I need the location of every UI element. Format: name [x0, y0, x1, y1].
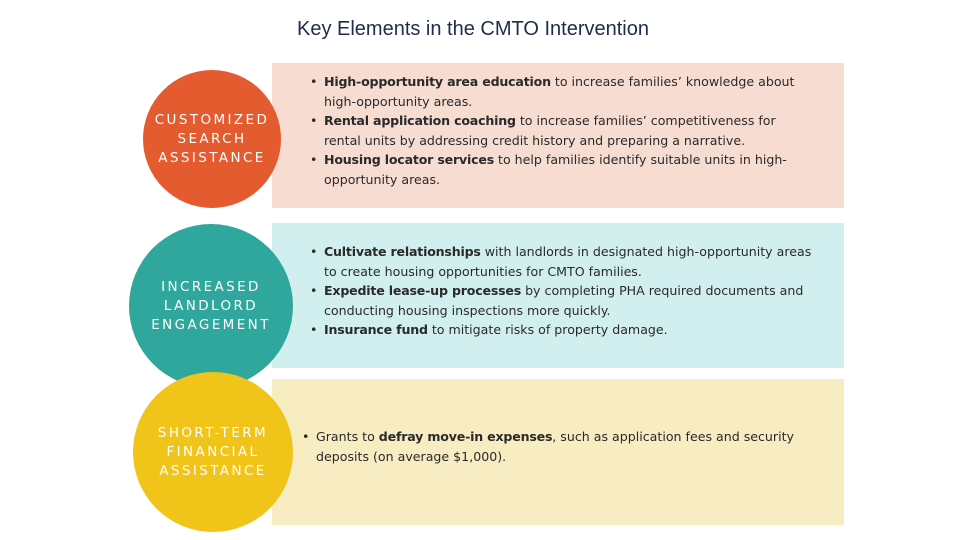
description-band [272, 379, 844, 525]
bullet-item: • High-opportunity area education to incr… [310, 74, 795, 109]
bullet-bold: Rental application coaching [324, 113, 516, 128]
bullet-text: to mitigate risks of property damage. [427, 322, 668, 337]
category-circle: INCREASED LANDLORD ENGAGEMENT [129, 224, 293, 388]
bullet-text: by completing PHA required documents and… [324, 283, 804, 318]
bullet-list: • High-opportunity area education to incr… [310, 72, 815, 189]
bullet-item: • Housing locator services to help famili… [310, 152, 787, 187]
bullet-text: to increase families’ competitiveness fo… [324, 113, 776, 148]
bullet-prefix: Grants to [316, 429, 379, 444]
category-circle: CUSTOMIZED SEARCH ASSISTANCE [143, 70, 281, 208]
bullet-list: • Cultivate relationships with landlords … [310, 242, 815, 340]
bullet-bold: Insurance fund [324, 322, 428, 337]
bullet-bold: High-opportunity area education [324, 74, 551, 89]
category-label: INCREASED LANDLORD ENGAGEMENT [151, 278, 271, 333]
bullet-text: with landlords in designated high-opport… [324, 244, 812, 279]
bullet-bold: Cultivate relationships [324, 244, 481, 259]
bullet-text: to help families identify suitable units… [324, 152, 787, 187]
bullet-text: to increase families’ knowledge about hi… [324, 74, 795, 109]
bullet-item: • Grants to defray move-in expenses, such… [302, 429, 794, 464]
category-circle: SHORT-TERM FINANCIAL ASSISTANCE [133, 372, 293, 532]
category-label: SHORT-TERM FINANCIAL ASSISTANCE [157, 424, 269, 479]
bullet-item: • Rental application coaching to increase… [310, 113, 776, 148]
bullet-item: • Expedite lease-up processes by completi… [310, 283, 804, 318]
category-label: CUSTOMIZED SEARCH ASSISTANCE [154, 111, 270, 166]
bullet-bold: Expedite lease-up processes [324, 283, 522, 298]
page-title: Key Elements in the CMTO Intervention [296, 18, 649, 40]
bullet-list: • Grants to defray move-in expenses, such… [302, 427, 822, 466]
bullet-item: • Cultivate relationships with landlords … [310, 244, 812, 279]
description-band [272, 63, 844, 208]
bullet-text: , such as application fees and security … [316, 429, 794, 464]
bullet-item: • Insurance fund to mitigate risks of pro… [310, 322, 668, 337]
bullet-bold: defray move-in expenses [378, 429, 553, 444]
bullet-bold: Housing locator services [324, 152, 495, 167]
description-band [272, 223, 844, 368]
